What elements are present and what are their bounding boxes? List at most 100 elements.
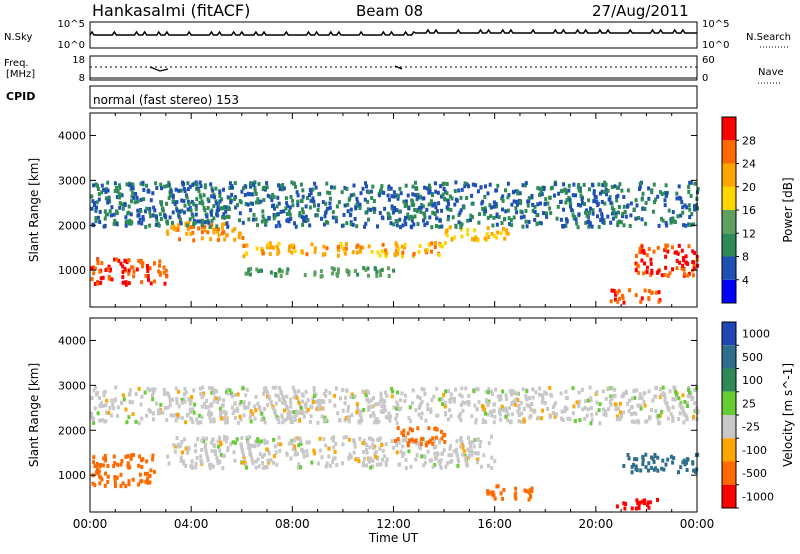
power-cell-6 (351, 222, 355, 227)
velocity-cell-6 (317, 407, 321, 412)
velocity-cell-6 (343, 401, 347, 406)
power-cell-6 (470, 193, 474, 198)
velocity-cell-6 (604, 409, 608, 414)
power-cell-1 (220, 226, 224, 231)
velocity-cell-6 (541, 394, 545, 399)
power-cell-6 (366, 207, 370, 212)
power-cell-6 (530, 195, 534, 200)
power-cell-6 (591, 183, 595, 188)
power-cell-6 (549, 211, 553, 216)
velocity-cell-1 (279, 442, 283, 447)
velocity-cell-6 (654, 409, 658, 413)
power-cell-2 (322, 244, 326, 249)
power-cell-7 (380, 267, 384, 272)
power-cell-6 (209, 182, 213, 187)
freq-unit: [MHz] (6, 69, 35, 80)
velocity-cell-1 (313, 451, 317, 456)
power-cell-6 (285, 201, 289, 206)
power-cell-6 (212, 192, 216, 197)
velocity-cell-1 (233, 458, 237, 463)
velocity-cell-1 (190, 465, 194, 470)
velocity-cell-1 (367, 436, 371, 441)
power-cell-6 (652, 182, 656, 187)
power-cell-6 (256, 197, 260, 202)
power-cell-6 (392, 194, 396, 199)
velocity-cell-6 (215, 389, 218, 394)
velocity-cell-1 (341, 461, 344, 466)
velocity-cell-1 (260, 454, 264, 459)
velocity-cell-2 (411, 428, 414, 433)
power-cell-6 (494, 201, 498, 206)
velocity-cell-6 (183, 399, 187, 404)
power-cell-6 (181, 182, 185, 187)
velocity-cell-6 (396, 390, 400, 395)
velocity-cell-6 (152, 389, 155, 394)
power-cell-6 (519, 215, 523, 220)
power-cell-6 (600, 200, 604, 204)
power-cell-6 (91, 199, 95, 204)
velocity-cell-1 (226, 446, 230, 450)
power-cell-6 (175, 206, 179, 211)
velocity-cell-6 (174, 386, 178, 391)
velocity-cell-1 (218, 436, 222, 441)
power-cell-6 (404, 202, 408, 207)
power-cell-6 (514, 199, 518, 204)
velocity-cell-0 (96, 470, 100, 475)
velocity-cell-6 (374, 402, 377, 407)
velocity-cell-6 (274, 393, 278, 398)
velocity-cell-6 (463, 401, 467, 405)
velocity-cell-6 (248, 415, 252, 420)
velocity-cell-1 (434, 444, 438, 449)
power-cell-0 (148, 266, 152, 271)
velocity-cell-6 (161, 410, 165, 415)
velocity-cell-6 (272, 406, 276, 411)
power-cell-6 (568, 198, 572, 203)
power-cell-6 (278, 223, 282, 228)
power-cell-6 (364, 181, 367, 186)
velocity-cell-0 (116, 462, 120, 467)
power-cell-6 (598, 191, 602, 196)
velocity-cell-0 (103, 453, 107, 458)
velocity-cell-1 (257, 464, 261, 469)
velocity-cell-6 (667, 407, 670, 412)
power-cell-3 (473, 237, 477, 242)
power-cell-6 (423, 185, 427, 190)
velocity-cell-6 (236, 408, 240, 413)
power-cell-0 (141, 261, 145, 266)
velocity-cell-1 (292, 444, 296, 449)
power-cell-6 (208, 225, 212, 230)
velocity-cell-6 (510, 391, 514, 396)
power-cell-6 (431, 203, 435, 208)
velocity-cell-6 (538, 386, 542, 391)
velocity-cell-1 (356, 456, 360, 461)
velocity-cell-6 (422, 387, 426, 392)
velocity-cell-6 (338, 418, 342, 422)
velocity-cell-1 (369, 465, 373, 470)
velocity-cell-2 (434, 435, 438, 440)
power-cell-6 (250, 192, 254, 197)
velocity-cell-6 (586, 407, 590, 412)
power-cell-0 (110, 277, 114, 282)
power-cell-6 (264, 221, 267, 226)
velocity-cell-6 (204, 398, 208, 403)
velocity-cell-6 (492, 402, 496, 407)
velocity-cell-6 (301, 399, 304, 404)
velocity-cell-6 (122, 393, 125, 398)
velocity-cell-1 (373, 452, 377, 456)
power-cell-6 (419, 210, 423, 215)
power-cell-6 (377, 193, 381, 198)
power-cell-2 (401, 254, 405, 259)
power-cell-6 (474, 183, 478, 188)
power-cell-2 (358, 249, 362, 254)
velocity-cell-3 (528, 488, 532, 493)
velocity-cell-1 (199, 454, 203, 459)
power-cell-6 (508, 222, 512, 227)
velocity-cell-6 (238, 414, 242, 419)
power-cell-6 (489, 214, 493, 219)
velocity-cell-0 (97, 469, 101, 474)
velocity-cell-6 (484, 419, 488, 424)
velocity-cell-6 (278, 386, 281, 390)
power-cell-1 (217, 233, 221, 238)
freq-blip-1 (149, 66, 169, 72)
power-cell-6 (603, 201, 607, 206)
